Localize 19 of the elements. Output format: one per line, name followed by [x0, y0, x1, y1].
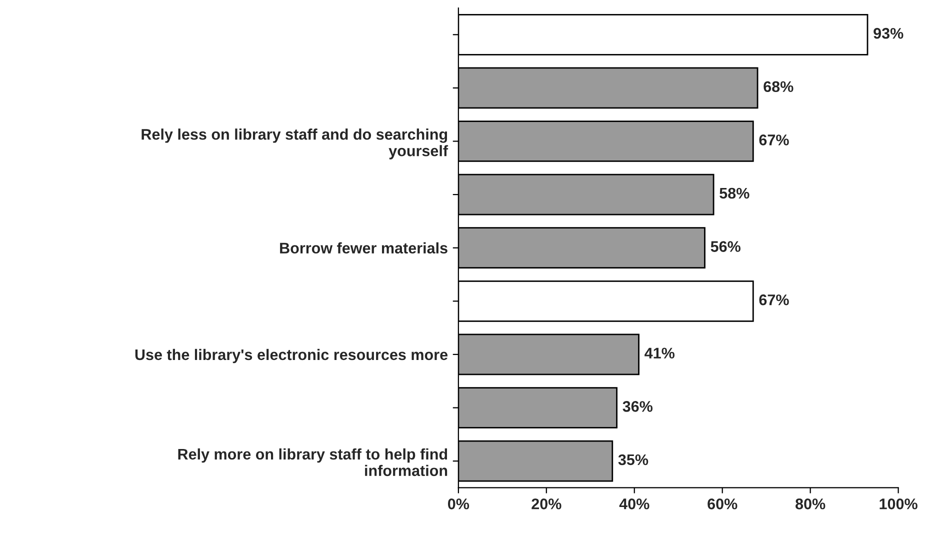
y-tick-label: Rely more on library staff to help find information: [178, 448, 448, 476]
data-label: 56%: [710, 241, 740, 252]
data-label: 58%: [720, 188, 750, 199]
y-tick-label: Rely less on library staff and do searching yourself: [142, 128, 448, 160]
x-tick-label: 80%: [796, 498, 826, 510]
x-tick-label: 20%: [532, 498, 562, 510]
x-tick-label: 40%: [619, 498, 650, 510]
y-tick-label: Borrow fewer materials: [280, 242, 448, 254]
x-tick-label: 60%: [708, 498, 738, 510]
data-label: 67%: [759, 294, 789, 306]
x-tick-label: 0%: [448, 498, 470, 510]
data-label: 36%: [622, 401, 653, 412]
data-label: 35%: [618, 454, 648, 466]
data-label: 41%: [644, 348, 675, 359]
x-tick-label: 100%: [880, 498, 918, 510]
data-label: 67%: [759, 134, 789, 146]
data-label: 93%: [874, 28, 904, 39]
data-label: 68%: [764, 81, 794, 92]
y-tick-label: Use the library's electronic resources more: [135, 348, 448, 364]
